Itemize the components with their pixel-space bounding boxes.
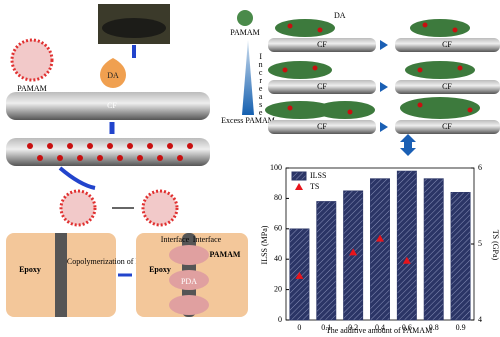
arrows xyxy=(380,40,416,156)
interface xyxy=(169,245,209,265)
y-tick-label: 60 xyxy=(274,224,282,233)
da-dots xyxy=(282,22,473,115)
x-tick-label: 0.9 xyxy=(456,323,466,332)
bar xyxy=(423,178,444,321)
x-axis-title: The additive amount of PAMAM xyxy=(326,326,432,335)
bar xyxy=(396,170,417,321)
interface xyxy=(169,295,209,315)
label: CF xyxy=(107,101,117,110)
y2-tick-label: 6 xyxy=(478,163,482,172)
y2-axis-title: TS (GPa) xyxy=(491,230,500,261)
label: CF xyxy=(317,82,327,91)
pamam-icon xyxy=(237,10,253,26)
molecules xyxy=(265,19,480,119)
bar xyxy=(316,201,337,321)
label: CF xyxy=(442,40,452,49)
label: DA xyxy=(334,11,346,20)
y-tick-label: 0 xyxy=(278,315,282,324)
y-axis-title: ILSS (MPa) xyxy=(260,225,269,264)
label: Epoxy xyxy=(19,265,41,274)
point xyxy=(402,256,411,264)
chart: ILSS (MPa) TS (GPa) The additive amount … xyxy=(260,225,500,335)
legend-swatch xyxy=(295,183,303,190)
y-tick-label: 40 xyxy=(274,254,282,263)
pamam-molecule xyxy=(10,38,54,82)
legend-label: ILSS xyxy=(310,171,326,180)
bar xyxy=(343,190,364,321)
label: PAMAM xyxy=(230,28,260,37)
y2-tick-label: 5 xyxy=(478,239,482,248)
bar xyxy=(370,178,390,321)
interface xyxy=(169,270,209,290)
label: CF xyxy=(317,40,327,49)
y2-tick-label: 4 xyxy=(478,315,482,324)
label: PAMAM xyxy=(17,84,47,93)
label: Excess PAMAM xyxy=(221,116,275,125)
fiber xyxy=(268,38,376,52)
left-scheme: PAMAM DA CF Epoxy Copolymerization of PD… xyxy=(6,4,248,317)
point xyxy=(349,248,358,256)
point xyxy=(376,234,384,242)
bar xyxy=(450,192,471,321)
pamam-molecule xyxy=(59,189,97,227)
fiber xyxy=(268,120,376,134)
label: DA xyxy=(107,71,119,80)
label: Increase xyxy=(256,52,265,116)
mussel-shell xyxy=(102,18,166,38)
arrow xyxy=(58,166,96,190)
fiber xyxy=(6,92,210,120)
label: PAMAM xyxy=(210,250,241,259)
y-tick-label: 80 xyxy=(274,193,282,202)
point xyxy=(295,271,304,279)
x-tick-label: 0.1 xyxy=(321,323,331,332)
label: Interface xyxy=(161,235,190,244)
x-tick-label: 0.8 xyxy=(429,323,439,332)
right-scheme: PAMAM DA Increase Excess PAMAM CF CF CF … xyxy=(221,10,500,156)
increase-wedge xyxy=(242,40,254,115)
label: CF xyxy=(317,122,327,131)
label: CF xyxy=(442,122,452,131)
x-tick-label: 0.4 xyxy=(375,323,385,332)
fiber xyxy=(395,80,500,94)
fiber-section xyxy=(55,233,67,317)
label: Copolymerization of PDA/PAMAM xyxy=(67,257,183,266)
da-drop xyxy=(100,58,126,88)
fiber xyxy=(395,38,500,52)
label: CF xyxy=(442,82,452,91)
dots xyxy=(27,143,193,161)
fiber-coated xyxy=(6,138,210,166)
pamam-molecule xyxy=(141,189,179,227)
x-tick-label: 0.2 xyxy=(348,323,358,332)
fiber xyxy=(395,120,500,134)
legend-label: TS xyxy=(310,182,319,191)
y-tick-label: 20 xyxy=(274,284,282,293)
label: PDA xyxy=(181,277,197,286)
label: Interface xyxy=(193,235,222,244)
label: Epoxy xyxy=(149,265,171,274)
x-tick-label: 0 xyxy=(297,323,301,332)
fiber xyxy=(268,80,376,94)
legend-swatch xyxy=(291,171,307,181)
y-tick-label: 100 xyxy=(270,163,282,172)
x-tick-label: 0.6 xyxy=(402,323,412,332)
